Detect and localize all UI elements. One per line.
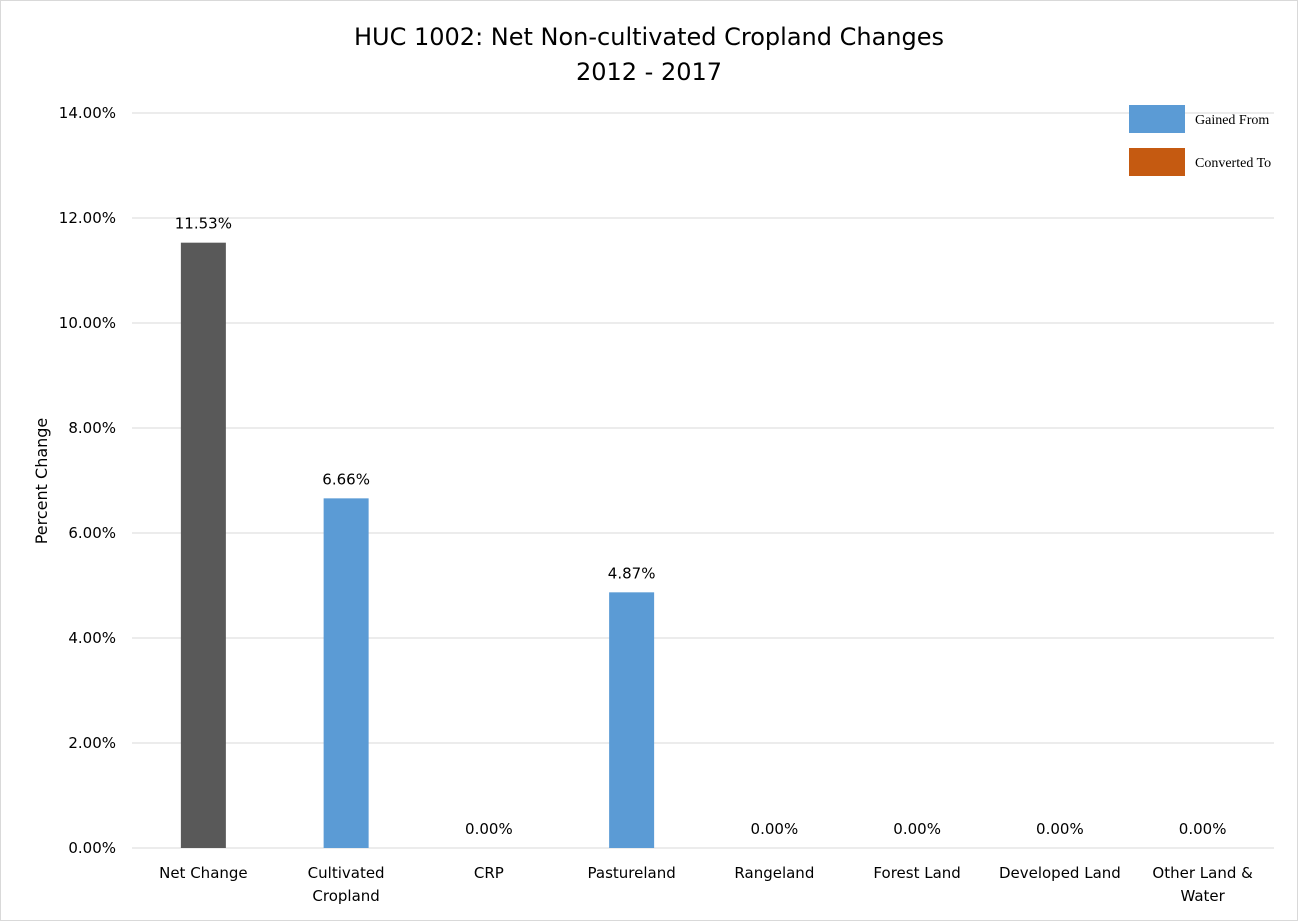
x-axis-categories: Net Change Cultivated Cropland CRP Pasturela… bbox=[159, 864, 1253, 905]
legend-swatch bbox=[1129, 105, 1185, 133]
legend: Gained From Converted To bbox=[1129, 105, 1271, 176]
legend-label: Converted To bbox=[1195, 156, 1271, 171]
legend-label: Gained From bbox=[1195, 113, 1269, 128]
x-category-label: Net Change bbox=[159, 864, 248, 882]
y-tick-label: 0.00% bbox=[68, 839, 116, 857]
y-tick-label: 4.00% bbox=[68, 629, 116, 647]
x-category-label: Pastureland bbox=[588, 864, 676, 882]
chart-title: HUC 1002: Net Non-cultivated Cropland Ch… bbox=[354, 23, 944, 51]
data-label: 4.87% bbox=[608, 564, 656, 582]
y-tick-label: 2.00% bbox=[68, 734, 116, 752]
chart-subtitle: 2012 - 2017 bbox=[576, 58, 722, 86]
data-label: 11.53% bbox=[175, 215, 232, 233]
x-category-label: CRP bbox=[474, 864, 504, 882]
y-axis-title: Percent Change bbox=[32, 418, 51, 545]
gridlines bbox=[132, 112, 1274, 849]
bar bbox=[609, 592, 655, 848]
y-tick-label: 6.00% bbox=[68, 524, 116, 542]
x-category-label: Rangeland bbox=[734, 864, 814, 882]
data-label: 0.00% bbox=[893, 820, 941, 838]
bar bbox=[323, 498, 369, 848]
legend-swatch bbox=[1129, 148, 1185, 176]
y-axis-ticks: 0.00% 2.00% 4.00% 6.00% 8.00% 10.00% 12.00% 14.… bbox=[59, 104, 116, 857]
bar bbox=[180, 242, 226, 849]
y-tick-label: 14.00% bbox=[59, 104, 116, 122]
data-label: 0.00% bbox=[1179, 820, 1227, 838]
data-label: 0.00% bbox=[465, 820, 513, 838]
y-tick-label: 10.00% bbox=[59, 314, 116, 332]
x-category-label: Cultivated Cropland bbox=[308, 864, 385, 905]
y-tick-label: 8.00% bbox=[68, 419, 116, 437]
x-category-label: Forest Land bbox=[873, 864, 960, 882]
data-label: 0.00% bbox=[1036, 820, 1084, 838]
data-labels: 11.53% 6.66% 0.00% 4.87% 0.00% 0.00% 0.00% 0.00… bbox=[175, 215, 1227, 838]
y-tick-label: 12.00% bbox=[59, 209, 116, 227]
data-label: 0.00% bbox=[751, 820, 799, 838]
data-label: 6.66% bbox=[322, 470, 370, 488]
bars bbox=[180, 242, 655, 849]
x-category-label: Developed Land bbox=[999, 864, 1121, 882]
x-category-label: Other Land & Water bbox=[1152, 864, 1253, 905]
